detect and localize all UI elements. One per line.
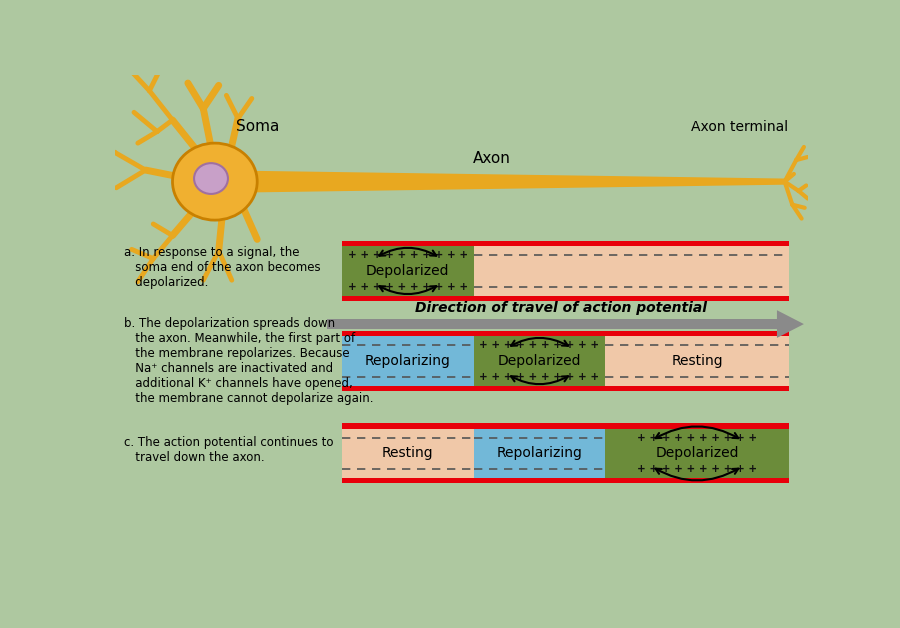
- Text: a. In response to a signal, the
   soma end of the axon becomes
   depolarized.: a. In response to a signal, the soma end…: [124, 246, 320, 289]
- Text: b. The depolarization spreads down
   the axon. Meanwhile, the first part of
   : b. The depolarization spreads down the a…: [124, 317, 374, 405]
- Text: Depolarized: Depolarized: [498, 354, 581, 368]
- Text: Axon: Axon: [473, 151, 511, 166]
- Text: Repolarizing: Repolarizing: [497, 447, 582, 460]
- Ellipse shape: [173, 143, 257, 220]
- Bar: [606, 337, 788, 386]
- Bar: [606, 429, 788, 478]
- Text: + + + + + + + + + +: + + + + + + + + + +: [480, 372, 599, 382]
- Text: + + + + + + + + + +: + + + + + + + + + +: [480, 340, 599, 350]
- Bar: [342, 246, 473, 296]
- Text: Soma: Soma: [236, 119, 279, 134]
- Text: c. The action potential continues to
   travel down the axon.: c. The action potential continues to tra…: [124, 436, 334, 463]
- Ellipse shape: [194, 163, 228, 194]
- Text: + + + + + + + + + +: + + + + + + + + + +: [637, 433, 757, 443]
- Bar: [342, 423, 788, 429]
- Bar: [327, 318, 781, 330]
- Bar: [342, 296, 788, 301]
- Bar: [342, 429, 473, 478]
- Text: Depolarized: Depolarized: [655, 447, 739, 460]
- Bar: [473, 246, 788, 296]
- Bar: [473, 337, 606, 386]
- Text: + + + + + + + + + +: + + + + + + + + + +: [347, 282, 468, 292]
- Bar: [342, 337, 473, 386]
- Text: Resting: Resting: [382, 447, 434, 460]
- Bar: [342, 331, 788, 337]
- Text: Repolarizing: Repolarizing: [364, 354, 451, 368]
- Text: Resting: Resting: [671, 354, 723, 368]
- Text: + + + + + + + + + +: + + + + + + + + + +: [637, 464, 757, 474]
- Polygon shape: [777, 310, 804, 338]
- Bar: [342, 241, 788, 246]
- Bar: [342, 386, 788, 391]
- Text: Axon terminal: Axon terminal: [691, 120, 788, 134]
- Text: Depolarized: Depolarized: [366, 264, 449, 278]
- Bar: [473, 429, 606, 478]
- Text: Direction of travel of action potential: Direction of travel of action potential: [416, 301, 707, 315]
- Polygon shape: [254, 171, 785, 192]
- Text: + + + + + + + + + +: + + + + + + + + + +: [347, 250, 468, 260]
- Bar: [342, 478, 788, 484]
